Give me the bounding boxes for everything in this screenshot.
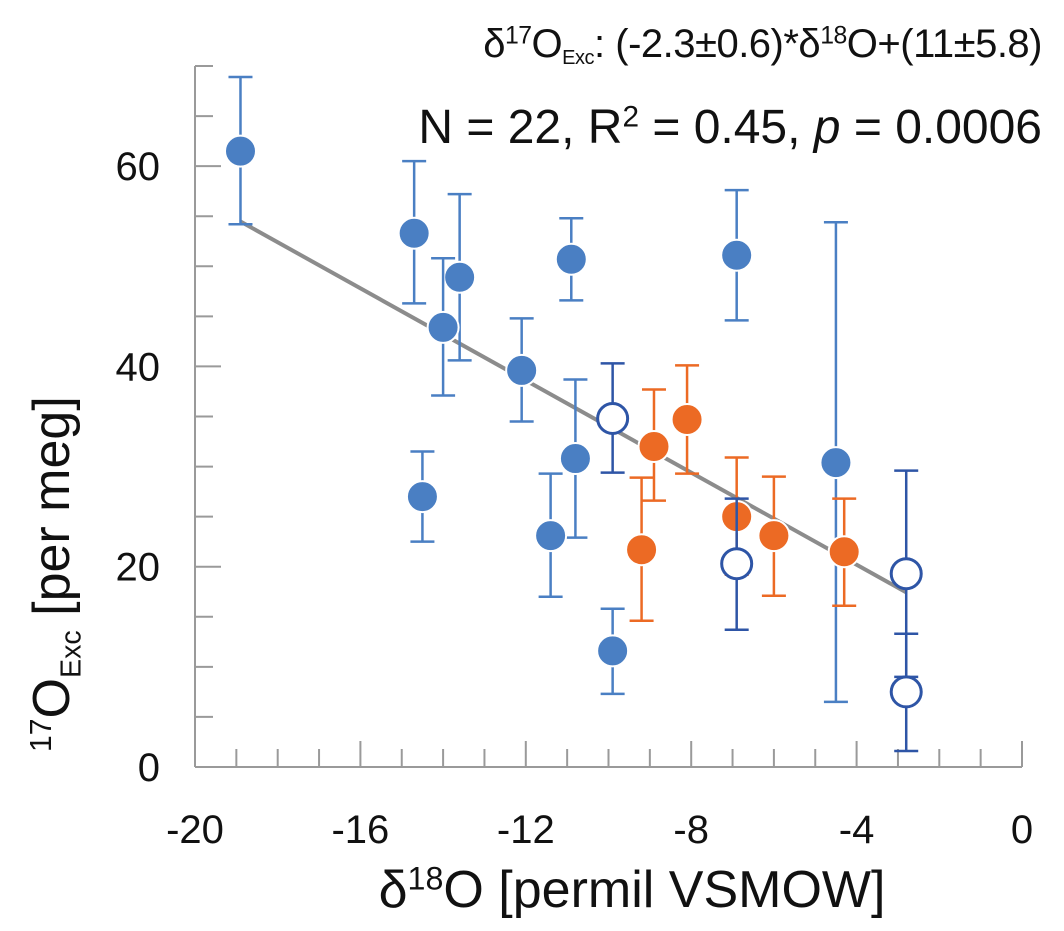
filled-marker bbox=[443, 260, 477, 294]
data-point bbox=[720, 497, 754, 632]
data-point bbox=[558, 378, 592, 539]
filled-marker bbox=[534, 519, 568, 553]
x-tick-label: -16 bbox=[331, 808, 389, 852]
filled-marker bbox=[670, 403, 704, 437]
filled-marker bbox=[223, 134, 257, 168]
filled-marker bbox=[757, 519, 791, 553]
data-point bbox=[827, 497, 861, 608]
data-point bbox=[405, 450, 439, 543]
ylabel-species: O bbox=[23, 678, 81, 719]
filled-marker bbox=[625, 533, 659, 567]
data-point bbox=[596, 362, 630, 474]
open-marker bbox=[889, 557, 923, 591]
filled-marker bbox=[405, 480, 439, 514]
xlabel-delta: δ bbox=[378, 861, 408, 919]
ylabel-sup: 17 bbox=[24, 718, 58, 752]
data-point bbox=[223, 75, 257, 226]
x-tick-label: -4 bbox=[839, 808, 875, 852]
equation-species: O bbox=[531, 22, 563, 66]
equation-body-b: O+(11±5.8) bbox=[846, 22, 1043, 66]
data-point bbox=[625, 476, 659, 623]
data-point bbox=[757, 475, 791, 598]
data-point bbox=[426, 257, 460, 397]
equation-delta: δ bbox=[483, 22, 505, 66]
filled-marker bbox=[720, 238, 754, 272]
data-point bbox=[889, 632, 923, 753]
data-point bbox=[534, 472, 568, 599]
data-point bbox=[819, 220, 853, 704]
x-tick-label: 0 bbox=[1011, 808, 1033, 852]
filled-marker bbox=[558, 442, 592, 476]
filled-marker bbox=[397, 216, 431, 250]
regression-line bbox=[239, 219, 908, 595]
x-axis-label: δ18O [permil VSMOW] bbox=[0, 860, 1064, 920]
filled-marker bbox=[637, 430, 671, 464]
filled-marker bbox=[596, 634, 630, 668]
open-marker bbox=[596, 402, 630, 436]
data-points-group bbox=[223, 75, 923, 753]
x-tick-label: -20 bbox=[166, 808, 224, 852]
regression-line-group bbox=[239, 219, 908, 595]
axes: -20 -16 -12 -8 -4 0 0 20 40 60 bbox=[116, 65, 1033, 852]
ylabel-rest: [per meg] bbox=[23, 396, 81, 631]
equation-sup-17: 17 bbox=[504, 22, 532, 50]
data-point bbox=[596, 607, 630, 696]
data-point bbox=[720, 188, 754, 322]
open-marker bbox=[720, 547, 754, 581]
stats-p-label: p bbox=[813, 101, 841, 154]
stats-mid-text: = 0.45, bbox=[638, 101, 814, 154]
stats-p-text: = 0.0006 bbox=[840, 101, 1042, 154]
y-tick-label: 20 bbox=[116, 546, 161, 590]
ylabel-sub: Exc bbox=[55, 630, 88, 678]
open-marker bbox=[889, 675, 923, 709]
data-point bbox=[505, 317, 539, 423]
filled-marker bbox=[827, 535, 861, 569]
data-point bbox=[670, 364, 704, 475]
data-point bbox=[637, 388, 671, 502]
filled-marker bbox=[819, 446, 853, 480]
filled-marker bbox=[426, 310, 460, 344]
stats-r-sup: 2 bbox=[622, 100, 639, 134]
filled-marker bbox=[554, 242, 588, 276]
equation-body-a: : (-2.3±0.6)*δ bbox=[594, 22, 821, 66]
x-tick-label: -8 bbox=[673, 808, 709, 852]
data-point bbox=[554, 216, 588, 302]
equation-body-sup: 18 bbox=[820, 22, 847, 50]
xlabel-rest: O [permil VSMOW] bbox=[443, 861, 886, 919]
y-tick-label: 60 bbox=[116, 145, 161, 189]
regression-equation: δ17OExc: (-2.3±0.6)*δ18O+(11±5.8) bbox=[483, 22, 1042, 70]
xlabel-sup: 18 bbox=[407, 860, 444, 897]
y-axis-label: 17OExc [per meg] bbox=[22, 396, 88, 752]
y-tick-label: 40 bbox=[116, 345, 161, 389]
x-tick-label: -12 bbox=[497, 808, 555, 852]
filled-marker bbox=[505, 353, 539, 387]
data-point bbox=[443, 192, 477, 362]
regression-stats: N = 22, R2 = 0.45, p = 0.0006 bbox=[418, 100, 1042, 155]
equation-sub-exc: Exc bbox=[562, 47, 595, 69]
y-tick-label: 0 bbox=[138, 746, 160, 790]
data-point bbox=[397, 159, 431, 305]
stats-n-text: N = 22, R bbox=[418, 101, 623, 154]
